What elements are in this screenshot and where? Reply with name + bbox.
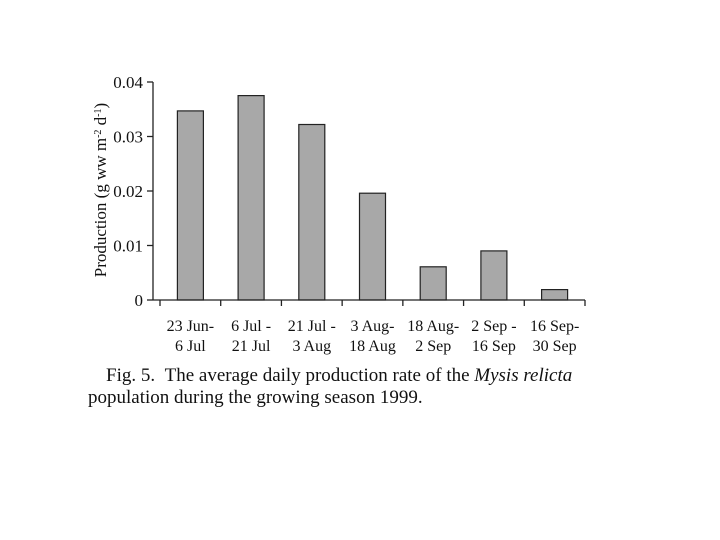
x-tick-label-4-line-1: 3 Aug- xyxy=(351,318,395,335)
svg-text:Production (g ww m-2 d-1): Production (g ww m-2 d-1) xyxy=(91,103,110,277)
x-tick-label-6-line-2: 16 Sep xyxy=(472,338,516,355)
y-tick-label-3: 0.02 xyxy=(113,182,143,201)
bar-chart: Production (g ww m-2 d-1) 00.010.020.030… xyxy=(91,73,586,355)
x-tick-label-4-line-2: 18 Aug xyxy=(349,338,396,355)
x-tick-label-5: 18 Aug- 2 Sep xyxy=(407,318,459,355)
x-tick-label-2-line-2: 21 Jul xyxy=(232,338,271,355)
y-axis-label-end: ) xyxy=(91,103,110,109)
x-tick-label-5-line-2: 2 Sep xyxy=(415,338,451,355)
y-axis-label-sup2: -1 xyxy=(93,108,104,116)
x-tick-label-7-line-1: 16 Sep- xyxy=(530,318,579,335)
y-axis-label-main: Production (g ww m xyxy=(91,138,110,277)
y-tick-label-5: 0.04 xyxy=(113,73,143,92)
x-tick-label-1-line-2: 6 Jul xyxy=(175,338,206,355)
caption-text-after: population during the growing season 199… xyxy=(88,387,423,408)
figure-caption: Fig. 5. The average daily production rat… xyxy=(88,365,648,409)
y-tick-label-4: 0.03 xyxy=(113,128,143,147)
x-tick-label-5-line-1: 18 Aug- xyxy=(407,318,459,335)
bar-6 xyxy=(480,250,508,301)
x-tick-label-6-line-1: 2 Sep - xyxy=(471,318,516,335)
x-tick-label-4: 3 Aug- 18 Aug xyxy=(349,318,396,355)
caption-label: Fig. 5. xyxy=(106,365,156,386)
x-axis: 23 Jun- 6 Jul 6 Jul - 21 Jul 21 Jul - 3 Aug 3 … xyxy=(153,299,586,355)
bar-2 xyxy=(237,94,265,301)
x-tick-label-6: 2 Sep - 16 Sep xyxy=(471,318,516,355)
x-tick-label-1: 23 Jun- 6 Jul xyxy=(167,318,215,355)
y-axis-label-sup1: -2 xyxy=(93,130,104,138)
y-axis-label-mid: d xyxy=(91,116,110,129)
bar-3 xyxy=(298,123,326,301)
x-tick-label-1-line-1: 23 Jun- xyxy=(167,318,215,335)
x-tick-label-2-line-1: 6 Jul - xyxy=(231,318,271,335)
x-tick-label-3-line-1: 21 Jul - xyxy=(288,318,336,335)
x-tick-label-3-line-2: 3 Aug xyxy=(292,338,331,355)
bar-4 xyxy=(358,192,387,301)
x-tick-label-3: 21 Jul - 3 Aug xyxy=(288,318,336,355)
y-tick-label-1: 0 xyxy=(135,291,144,310)
x-tick-label-7: 16 Sep- 30 Sep xyxy=(530,318,579,355)
x-tick-label-2: 6 Jul - 21 Jul xyxy=(231,318,271,355)
bar-7 xyxy=(540,289,569,301)
y-axis: 0 0.01 0.02 0.03 0.04 xyxy=(113,73,154,310)
y-axis-label: Production (g ww m-2 d-1) xyxy=(91,103,110,277)
caption-species: Mysis relicta xyxy=(474,365,573,386)
caption-text-before: The average daily production rate of the xyxy=(164,365,475,386)
bar-5 xyxy=(419,266,447,301)
x-tick-label-7-line-2: 30 Sep xyxy=(533,338,577,355)
y-tick-label-2: 0.01 xyxy=(113,237,143,256)
bars xyxy=(176,94,569,301)
bar-1 xyxy=(176,110,204,301)
